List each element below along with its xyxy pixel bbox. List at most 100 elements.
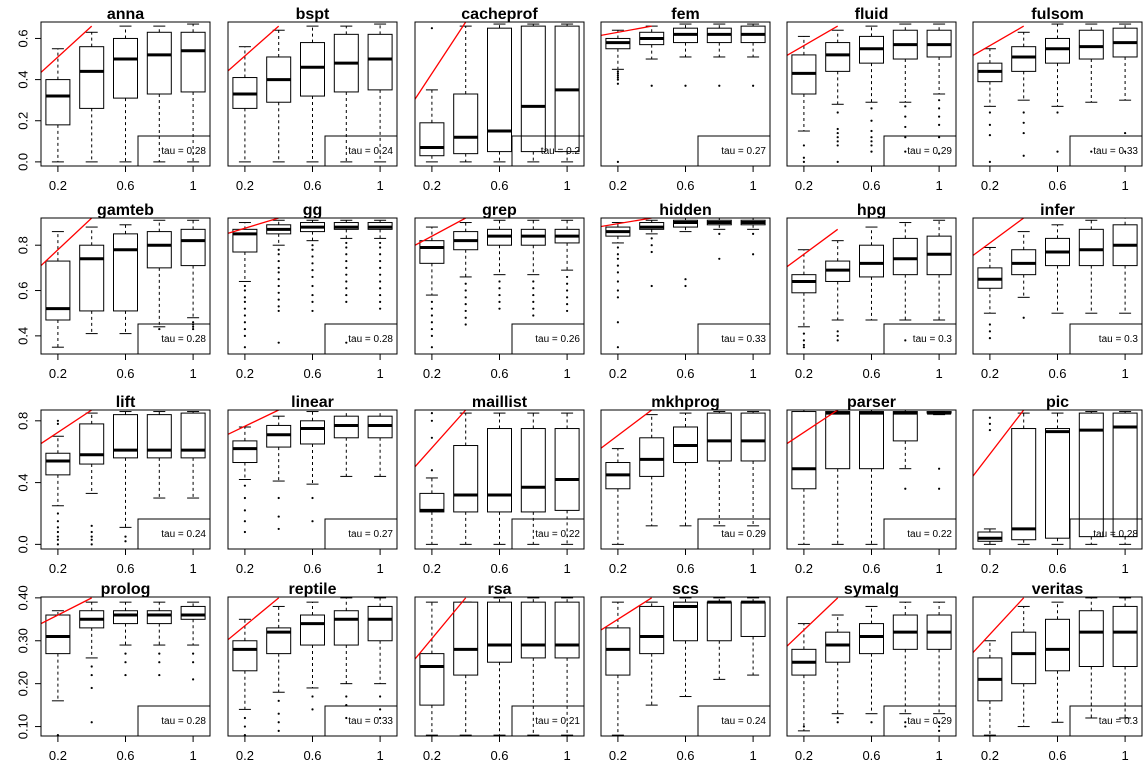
- box-iqr: [520, 601, 546, 659]
- outlier-point: [277, 721, 280, 724]
- box-2: [266, 415, 292, 531]
- outlier-point: [243, 530, 246, 534]
- outlier-point: [379, 307, 382, 310]
- box-iqr: [113, 233, 138, 312]
- outlier-point: [904, 125, 907, 129]
- box-iqr: [892, 237, 918, 276]
- panel-linear: tau = 0.27 linear 0.2 0.6 1: [227, 394, 398, 576]
- outlier-point: [836, 127, 839, 131]
- box-iqr: [45, 79, 71, 126]
- outlier-point: [311, 262, 314, 265]
- outlier-point: [124, 652, 127, 655]
- y-tick-label: 0.4: [15, 327, 30, 345]
- box-iqr: [79, 244, 105, 312]
- outlier-point: [345, 341, 348, 344]
- box-iqr: [113, 37, 138, 99]
- outlier-point: [988, 416, 992, 419]
- box-iqr: [453, 445, 479, 513]
- box-iqr: [453, 601, 479, 676]
- outlier-point: [56, 530, 60, 534]
- x-tick-label: 0.6: [116, 748, 134, 763]
- panel-title: lift: [116, 394, 136, 411]
- box-4: [333, 409, 359, 477]
- outlier-point: [650, 250, 653, 254]
- box-5: [740, 597, 766, 676]
- x-tick-label: 0.2: [609, 561, 627, 576]
- outlier-point: [938, 107, 941, 110]
- box-iqr: [232, 640, 258, 672]
- box-iqr: [79, 423, 105, 465]
- outlier-point: [870, 136, 873, 139]
- x-tick-label: 1: [749, 561, 756, 576]
- tau-label: tau = 0.28: [1093, 529, 1138, 540]
- box-3: [673, 412, 698, 527]
- box-1: [45, 231, 71, 348]
- trend-line: [601, 218, 652, 228]
- outlier-point: [498, 287, 501, 290]
- outlier-point: [870, 119, 873, 122]
- box-iqr: [419, 122, 445, 157]
- outlier-point: [870, 140, 873, 143]
- box-1: [977, 416, 1003, 545]
- outlier-point: [532, 300, 535, 303]
- box-iqr: [1078, 29, 1104, 60]
- trend-line: [41, 25, 93, 74]
- box-2: [825, 614, 851, 724]
- outlier-point: [277, 699, 280, 702]
- trend-line: [415, 22, 467, 101]
- x-tick-label: 0.2: [795, 748, 813, 763]
- outlier-point: [56, 419, 60, 422]
- outlier-point: [124, 540, 127, 543]
- tau-label: tau = 0.29: [907, 146, 952, 157]
- y-tick-label: 0.6: [15, 281, 30, 299]
- box-3: [487, 23, 512, 163]
- x-tick-label: 0.6: [303, 561, 321, 576]
- outlier-point: [243, 496, 246, 500]
- outlier-point: [836, 721, 839, 724]
- box-3: [487, 412, 512, 545]
- x-tick-label: 1: [1121, 366, 1128, 381]
- tau-label: tau = 0.29: [721, 529, 766, 540]
- box-5: [1112, 217, 1138, 314]
- box-iqr: [1011, 46, 1037, 72]
- tau-label: tau = 0.28: [161, 146, 206, 157]
- box-1: [791, 409, 817, 545]
- outlier-point: [430, 346, 433, 349]
- outlier-point: [379, 280, 382, 283]
- tau-label: tau = 0.21: [535, 716, 580, 727]
- x-tick-label: 0.2: [49, 178, 67, 193]
- outlier-point: [243, 346, 246, 349]
- outlier-point: [904, 487, 907, 490]
- outlier-point: [836, 111, 839, 114]
- box-iqr: [300, 42, 325, 97]
- box-1: [977, 640, 1003, 736]
- box-4: [333, 597, 359, 720]
- panel-fluid: tau = 0.29 fluid 0.2 0.6 1: [786, 6, 957, 193]
- box-2: [453, 222, 479, 326]
- trend-line: [41, 597, 92, 625]
- outlier-point: [752, 253, 755, 256]
- x-tick-label: 1: [563, 178, 570, 193]
- outlier-point: [192, 661, 195, 664]
- outlier-point: [430, 321, 433, 324]
- box-iqr: [605, 627, 631, 676]
- outlier-point: [904, 725, 907, 728]
- outlier-point: [938, 729, 941, 732]
- outlier-point: [836, 334, 839, 337]
- outlier-point: [904, 136, 907, 139]
- box-4: [892, 23, 918, 153]
- box-2: [639, 601, 665, 706]
- x-tick-label: 0.6: [490, 178, 508, 193]
- trend-line: [601, 597, 653, 631]
- box-iqr: [825, 411, 851, 470]
- panel-title: symalg: [844, 581, 899, 598]
- panel-title: fulsom: [1031, 6, 1083, 23]
- box-4: [1078, 411, 1104, 545]
- x-tick-label: 0.2: [609, 748, 627, 763]
- outlier-point: [464, 303, 467, 306]
- outlier-point: [243, 289, 246, 292]
- outlier-point: [616, 264, 620, 267]
- panel-title: scs: [672, 581, 699, 598]
- outlier-point: [90, 524, 93, 527]
- outlier-point: [718, 257, 721, 260]
